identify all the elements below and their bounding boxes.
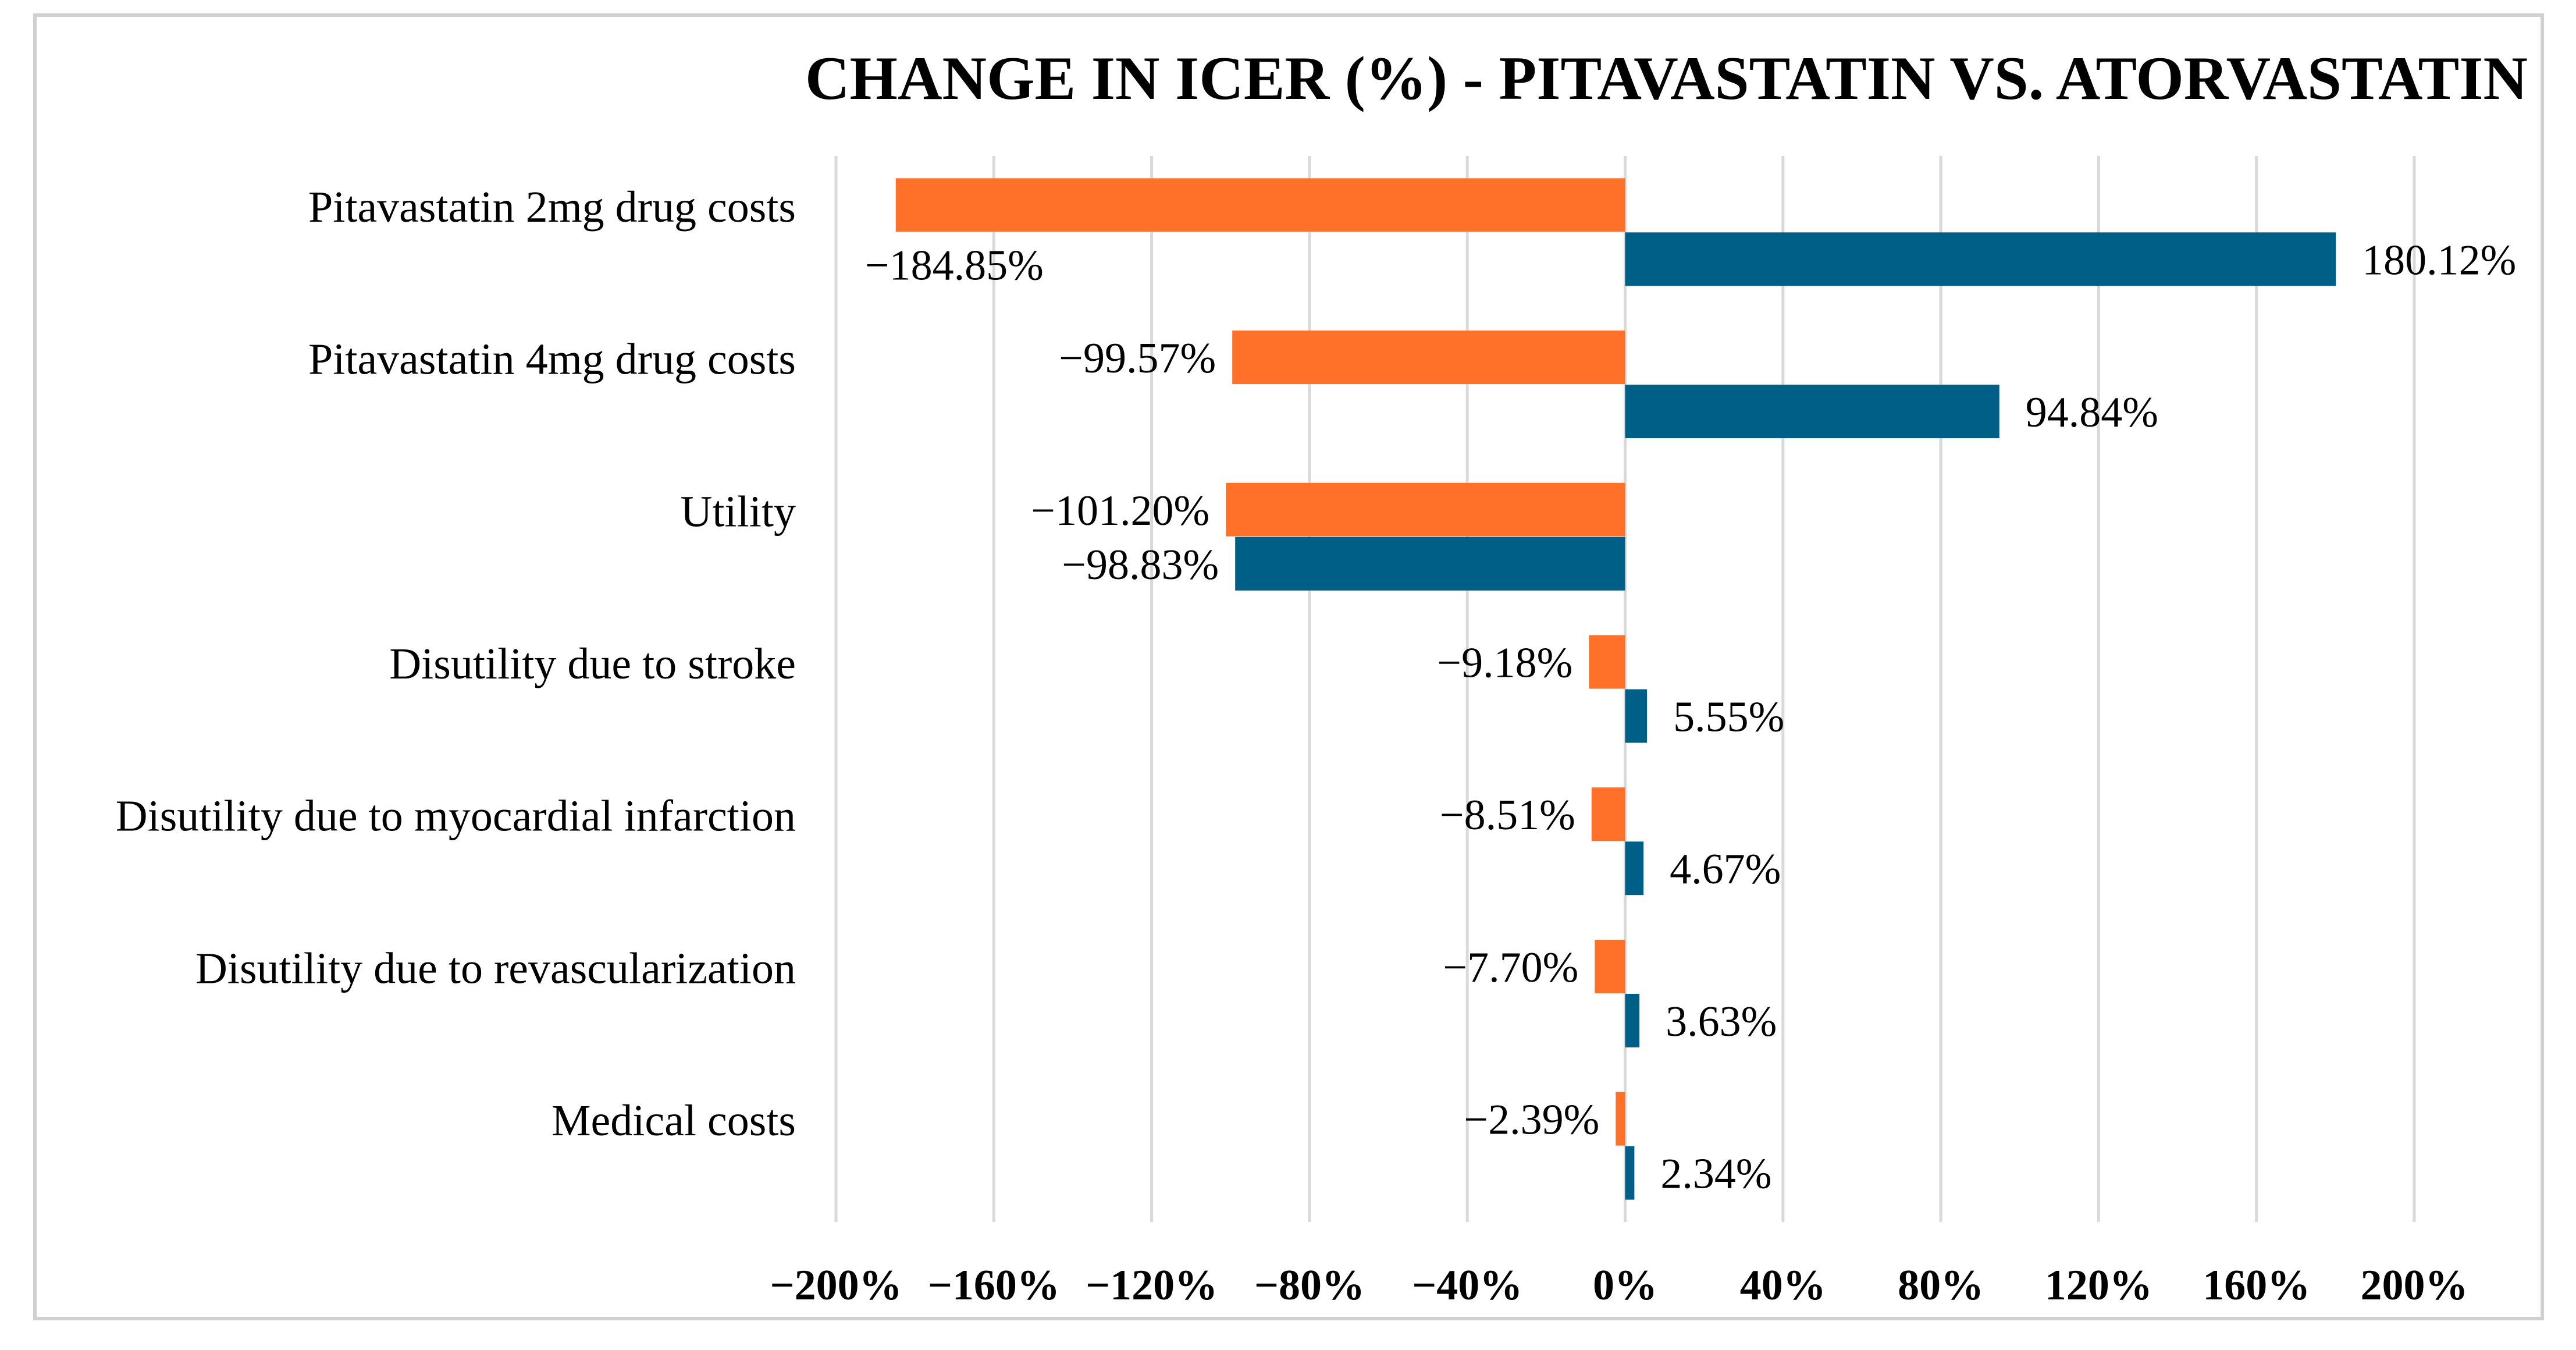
x-tick-label: 40% <box>1740 1262 1826 1309</box>
data-label: −99.57% <box>1059 335 1216 382</box>
bar-series-1 <box>1595 939 1625 993</box>
x-axis-tick-labels: −200% −160% −120% −80% −40% 0% 40% 80% 120% 160% 2… <box>770 1262 2468 1309</box>
category-label: Disutility due to revascularization <box>195 944 796 993</box>
x-tick-label: 0% <box>1593 1262 1657 1309</box>
bar-series-1 <box>1226 482 1625 537</box>
x-tick-label: −40% <box>1412 1262 1522 1309</box>
data-label: 5.55% <box>1673 694 1784 741</box>
data-label: −7.70% <box>1443 944 1578 992</box>
bars <box>895 178 2336 1200</box>
bar-series-1 <box>1591 787 1625 841</box>
bar-series-2 <box>1625 993 1640 1047</box>
bar-series-2 <box>1625 385 1999 439</box>
category-labels: Pitavastatin 2mg drug costs Pitavastatin … <box>116 183 796 1145</box>
category-label: Medical costs <box>552 1096 796 1145</box>
data-label: −98.83% <box>1062 541 1219 589</box>
bar-series-2 <box>1625 1146 1635 1200</box>
x-tick-label: −160% <box>928 1262 1060 1309</box>
bar-series-1 <box>1232 331 1625 385</box>
data-label: 2.34% <box>1660 1150 1771 1198</box>
data-label: −9.18% <box>1437 640 1572 687</box>
category-label: Utility <box>681 487 796 536</box>
data-label: −2.39% <box>1464 1096 1599 1144</box>
bar-series-2 <box>1625 841 1644 896</box>
category-label: Pitavastatin 2mg drug costs <box>308 183 796 232</box>
data-label: 4.67% <box>1670 845 1781 893</box>
bar-series-2 <box>1625 689 1648 743</box>
data-label: −184.85% <box>865 241 1044 289</box>
x-tick-label: −120% <box>1086 1262 1218 1309</box>
data-label: −101.20% <box>1031 487 1209 535</box>
bar-series-2 <box>1625 232 2336 286</box>
category-label: Disutility due to myocardial infarction <box>116 792 796 841</box>
x-tick-label: 200% <box>2361 1262 2468 1309</box>
x-tick-label: 120% <box>2045 1262 2152 1309</box>
bar-series-1 <box>1589 635 1625 689</box>
x-tick-label: 160% <box>2203 1262 2310 1309</box>
x-tick-label: −80% <box>1254 1262 1365 1309</box>
bar-series-1 <box>1616 1092 1625 1146</box>
chart-frame <box>33 13 2544 1320</box>
x-tick-label: −200% <box>770 1262 902 1309</box>
x-tick-label: 80% <box>1898 1262 1984 1309</box>
data-label: 3.63% <box>1666 998 1777 1046</box>
category-label: Disutility due to stroke <box>389 640 796 688</box>
category-label: Pitavastatin 4mg drug costs <box>308 335 796 384</box>
data-labels: −184.85% 180.12% −99.57% 94.84% −101.20% −98.… <box>865 236 2516 1198</box>
bar-series-2 <box>1235 537 1625 591</box>
data-label: 180.12% <box>2362 236 2516 284</box>
bar-series-1 <box>895 178 1625 232</box>
data-label: 94.84% <box>2026 389 2158 436</box>
chart-title: CHANGE IN ICER (%) - PITAVASTATIN VS. AT… <box>805 44 2528 112</box>
data-label: −8.51% <box>1440 791 1575 839</box>
